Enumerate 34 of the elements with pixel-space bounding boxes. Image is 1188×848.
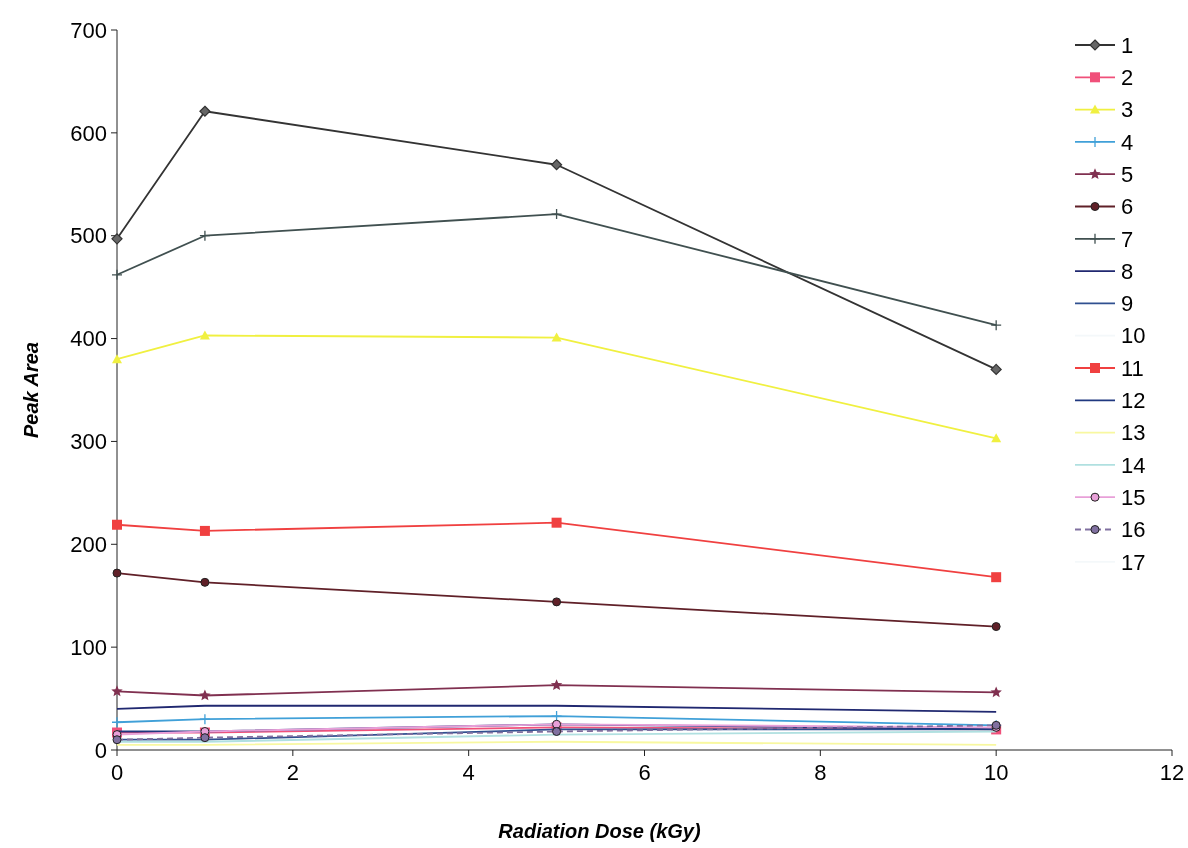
y-tick-label: 300 xyxy=(70,429,107,455)
legend-label: 2 xyxy=(1121,65,1134,90)
x-tick-label: 8 xyxy=(814,760,827,785)
x-tick-label: 12 xyxy=(1159,760,1185,785)
legend-label: 9 xyxy=(1121,291,1134,317)
y-tick-label: 400 xyxy=(70,326,107,352)
legend-label: 14 xyxy=(1121,452,1146,478)
y-tick-label: 0 xyxy=(94,737,107,763)
y-axis-title: Peak Area xyxy=(20,342,42,438)
legend-label: 8 xyxy=(1121,258,1134,284)
x-tick-label: 6 xyxy=(638,760,651,785)
x-tick-label: 4 xyxy=(462,760,475,785)
legend-label: 6 xyxy=(1121,194,1134,220)
legend-label: 17 xyxy=(1121,549,1146,575)
legend-label: 3 xyxy=(1121,97,1134,123)
x-tick-label: 2 xyxy=(286,760,299,785)
x-axis-title: Radiation Dose (kGy) xyxy=(498,820,701,842)
legend-label: 12 xyxy=(1121,388,1146,413)
x-tick-label: 0 xyxy=(110,760,124,785)
legend-label: 5 xyxy=(1121,161,1134,187)
legend-label: 1 xyxy=(1121,32,1134,58)
y-tick-label: 700 xyxy=(70,17,107,43)
legend-label: 15 xyxy=(1121,484,1146,510)
legend-label: 11 xyxy=(1121,355,1144,381)
legend-label: 16 xyxy=(1121,517,1146,543)
legend-label: 4 xyxy=(1121,129,1134,155)
y-tick-label: 500 xyxy=(70,223,107,249)
legend-label: 10 xyxy=(1121,323,1146,349)
legend-label: 13 xyxy=(1121,420,1146,446)
y-tick-label: 600 xyxy=(70,120,107,146)
x-tick-label: 10 xyxy=(983,760,1009,785)
legend-label: 7 xyxy=(1121,226,1134,252)
y-tick-label: 200 xyxy=(70,531,107,557)
y-tick-label: 100 xyxy=(70,634,107,660)
